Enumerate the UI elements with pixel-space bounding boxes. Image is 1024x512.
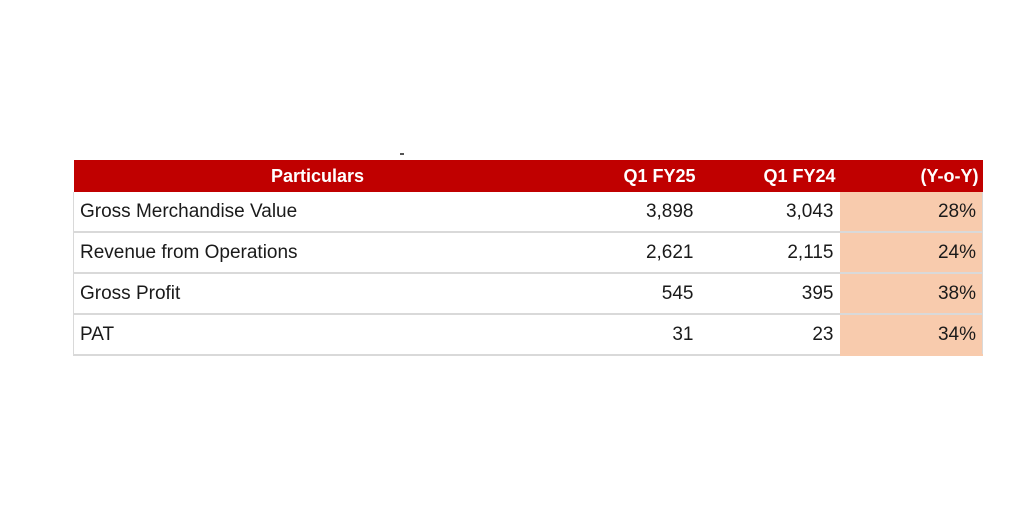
table-row: PAT 31 23 34% — [73, 314, 983, 356]
cell-q1-fy24: 395 — [699, 273, 840, 315]
header-yoy: (Y-o-Y) — [839, 160, 983, 192]
table-row: Gross Profit 545 395 38% — [73, 273, 983, 315]
financial-table: Particulars Q1 FY25 Q1 FY24 (Y-o-Y) Gros… — [73, 160, 983, 356]
cell-q1-fy25: 3,898 — [561, 192, 700, 233]
cell-particular: PAT — [73, 314, 562, 356]
header-particulars: Particulars — [73, 160, 562, 192]
cell-yoy: 28% — [839, 192, 983, 233]
cell-q1-fy25: 31 — [561, 314, 700, 356]
cell-q1-fy24: 3,043 — [699, 192, 840, 233]
table-header-row: Particulars Q1 FY25 Q1 FY24 (Y-o-Y) — [73, 160, 983, 192]
cell-particular: Gross Profit — [73, 273, 562, 315]
cell-yoy: 24% — [839, 232, 983, 274]
header-q1-fy24: Q1 FY24 — [699, 160, 840, 192]
cell-particular: Gross Merchandise Value — [73, 192, 562, 233]
cell-yoy: 38% — [839, 273, 983, 315]
header-q1-fy25: Q1 FY25 — [561, 160, 700, 192]
cell-particular: Revenue from Operations — [73, 232, 562, 274]
cell-q1-fy25: 2,621 — [561, 232, 700, 274]
table-row: Revenue from Operations 2,621 2,115 24% — [73, 232, 983, 274]
cell-q1-fy24: 2,115 — [699, 232, 840, 274]
cell-q1-fy24: 23 — [699, 314, 840, 356]
cell-yoy: 34% — [839, 314, 983, 356]
cell-q1-fy25: 545 — [561, 273, 700, 315]
table-row: Gross Merchandise Value 3,898 3,043 28% — [73, 192, 983, 233]
stray-mark — [400, 153, 404, 155]
